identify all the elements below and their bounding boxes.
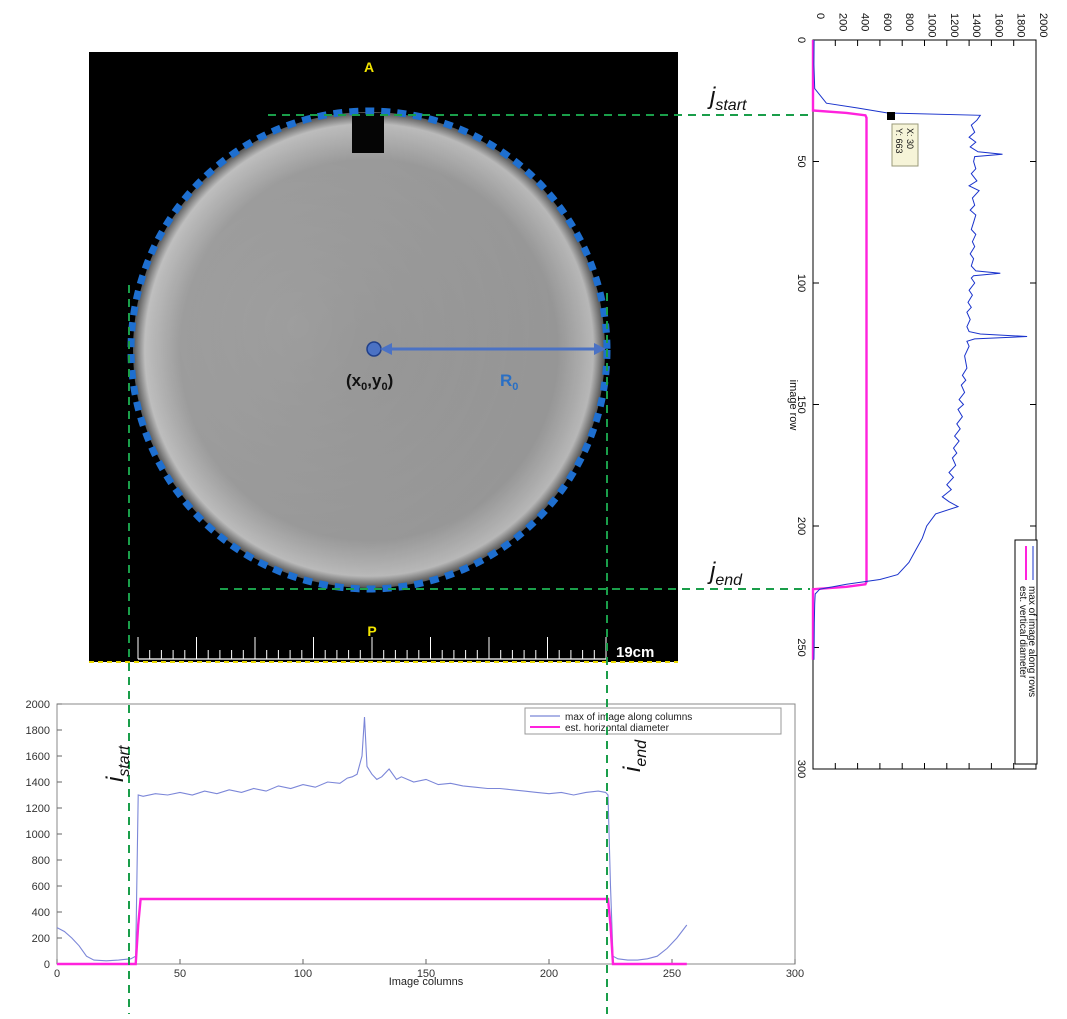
legend-label-max-columns: max of image along columns	[565, 712, 692, 723]
column-chart-y-tick-label: 800	[32, 855, 50, 867]
column-chart-x-tick-label: 150	[417, 968, 435, 980]
row-chart-value-tick-label: 2000	[1037, 13, 1049, 37]
column-chart-y-tick-label: 0	[44, 959, 50, 971]
legend-label-est-vertical: est. vertical diameter	[1017, 586, 1028, 679]
row-chart-series-est-vertical-diameter	[811, 40, 868, 660]
row-chart-value-tick-label: 0	[814, 13, 826, 19]
mri-image-panel: A P 19cm (x0,y0) R0	[89, 52, 678, 663]
scale-bar-label: 19cm	[616, 644, 654, 661]
row-chart-value-tick-label: 1800	[1015, 13, 1027, 37]
row-chart-row-tick-label: 300	[795, 760, 807, 778]
column-chart-axis-label: Image columns	[389, 976, 464, 988]
column-chart-y-tick-label: 1400	[26, 777, 50, 789]
row-chart-row-tick-label: 150	[795, 395, 807, 413]
row-chart-value-tick-label: 1000	[926, 13, 938, 37]
row-profile-chart: 0 200 400 600 800 1000 1200 1400 1600 1800 2000 0 50…	[787, 13, 1049, 778]
column-chart-y-tick-label: 200	[32, 933, 50, 945]
row-chart-row-tick-label: 200	[795, 517, 807, 535]
column-chart-axes-box	[56, 703, 796, 965]
column-chart-x-tick-label: 250	[663, 968, 681, 980]
column-chart-y-tick-label: 1600	[26, 751, 50, 763]
column-chart-y-tick-label: 2000	[26, 699, 50, 711]
column-chart-legend	[524, 707, 782, 735]
row-chart-axis-label: image row	[787, 380, 799, 431]
center-label: (x0,y0)	[346, 371, 393, 393]
row-chart-lines	[811, 39, 1028, 660]
row-chart-row-tick-label: 250	[795, 638, 807, 656]
row-chart-axes-box	[812, 39, 1037, 770]
datatip-x: X: 30	[905, 128, 915, 149]
column-chart-y-tick-label: 1200	[26, 803, 50, 815]
label-j-end: jend	[707, 558, 743, 589]
column-chart-series-est-horizontal-diameter	[57, 897, 687, 966]
bottom-orientation-marker: P	[367, 623, 376, 639]
column-chart-x-tick-label: 50	[174, 968, 186, 980]
phantom-notch	[352, 113, 384, 153]
row-chart-row-tick-label: 0	[795, 37, 807, 43]
radius-arrow-head-left	[380, 343, 392, 355]
center-point	[366, 341, 382, 357]
row-chart-value-tick-label: 1600	[992, 13, 1004, 37]
column-chart-y-tick-label: 1800	[26, 725, 50, 737]
row-chart-legend	[1014, 539, 1038, 765]
column-chart-lines	[56, 716, 688, 966]
datatip-y: Y: 663	[894, 128, 904, 154]
scale-bar	[137, 637, 607, 660]
column-chart-x-tick-label: 0	[54, 968, 60, 980]
label-j-start: jstart	[707, 83, 747, 114]
row-chart-value-tick-label: 1400	[970, 13, 982, 37]
column-chart-y-tick-label: 400	[32, 907, 50, 919]
column-chart-x-tick-label: 300	[786, 968, 804, 980]
row-chart-row-tick-label: 100	[795, 274, 807, 292]
legend-label-est-horizontal: est. horizontal diameter	[565, 723, 670, 734]
column-chart-y-tick-label: 600	[32, 881, 50, 893]
column-chart-ticks: 0 200 400 600 800 1000 1200 1400 1600 1800 2000 0 50…	[26, 699, 805, 980]
row-chart-value-tick-label: 200	[836, 13, 848, 31]
row-chart-row-tick-label: 50	[795, 155, 807, 167]
top-orientation-marker: A	[364, 59, 374, 75]
row-chart-ticks: 0 200 400 600 800 1000 1200 1400 1600 1800 2000 0 50…	[795, 13, 1049, 778]
radius-arrow-head-right	[594, 343, 606, 355]
row-chart-value-tick-label: 400	[859, 13, 871, 31]
row-chart-value-tick-label: 1200	[948, 13, 960, 37]
datatip-marker	[887, 112, 895, 120]
legend-label-max-rows: max of image along rows	[1026, 586, 1037, 697]
column-chart-y-tick-label: 1000	[26, 829, 50, 841]
column-chart-series-max-along-columns	[56, 716, 688, 962]
row-chart-value-tick-label: 600	[881, 13, 893, 31]
column-chart-x-tick-label: 100	[294, 968, 312, 980]
column-profile-chart: 0 200 400 600 800 1000 1200 1400 1600 1800 2000 0 50…	[26, 699, 805, 988]
guide-lines	[128, 114, 810, 1014]
row-chart-value-tick-label: 800	[903, 13, 915, 31]
column-chart-x-tick-label: 200	[540, 968, 558, 980]
datatip-box: X: 30 Y: 663	[891, 123, 919, 167]
row-chart-series-max-along-rows	[813, 39, 1028, 660]
